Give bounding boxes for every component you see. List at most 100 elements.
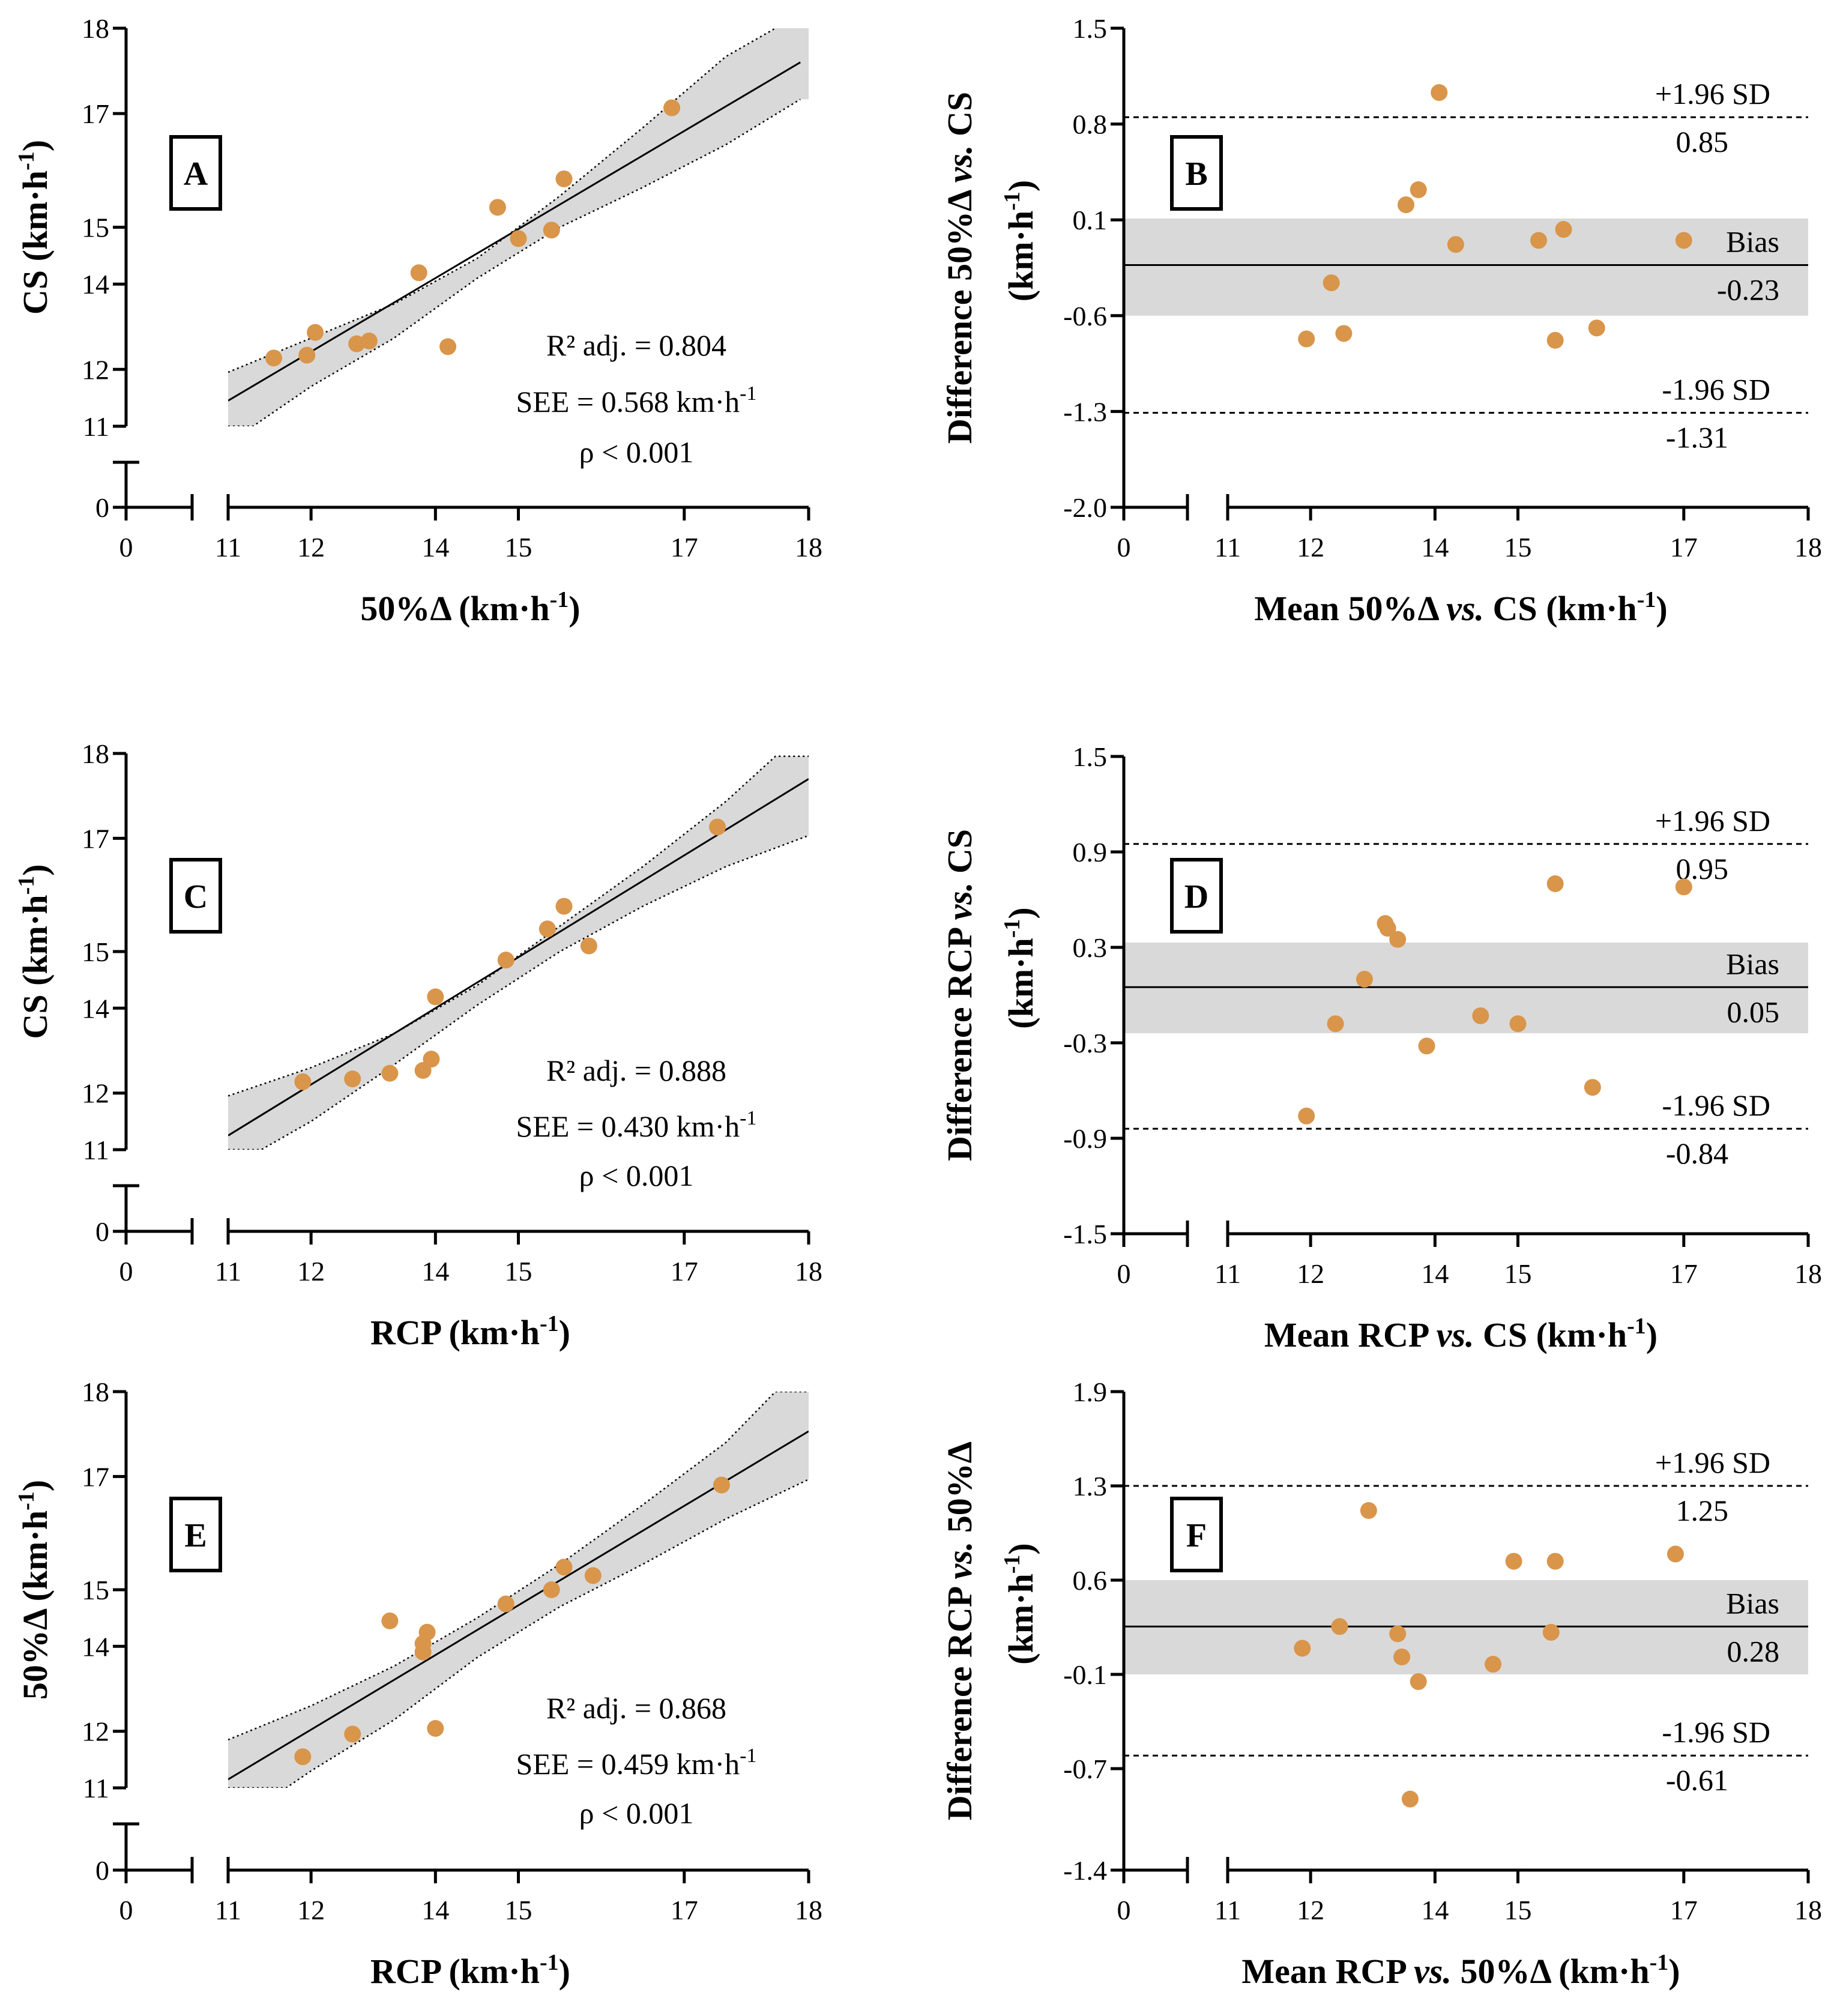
data-point <box>555 1559 573 1576</box>
data-point <box>307 324 324 341</box>
panel-letter-box <box>169 1497 222 1572</box>
panel-f: +1.96 SD 1.25 Bias 0.28 -1.96 SD -0.61 0 11 12 14… <box>940 1377 1822 1991</box>
x-tick-label: 11 <box>1214 1895 1241 1925</box>
data-point <box>497 952 514 969</box>
x-tick-label: 17 <box>1670 1895 1698 1925</box>
y-axis-label-sup: -1 <box>1000 1555 1025 1574</box>
bias-value: 0.05 <box>1727 995 1780 1028</box>
confidence-band <box>228 1392 809 1788</box>
panel-letter-box <box>1170 1497 1223 1572</box>
y-axis-label-line2: (km·h-1) <box>1000 1543 1040 1664</box>
x-tick-label: 15 <box>505 1256 532 1287</box>
data-point <box>1294 1640 1311 1657</box>
y-tick-label: 12 <box>82 354 109 385</box>
data-point <box>1431 84 1448 101</box>
y-axis-label-close: ) <box>16 864 55 875</box>
x-tick-label: 0 <box>119 532 133 563</box>
x-tick-label: 0 <box>1117 1895 1131 1925</box>
y-tick-label: 15 <box>82 1575 109 1605</box>
y-axis-label: Difference RCP vs. CS <box>940 829 979 1161</box>
data-point <box>543 1581 560 1598</box>
panel-letter: D <box>1184 878 1208 916</box>
lower-loa-value: -0.61 <box>1666 1763 1728 1797</box>
x-tick-label: 14 <box>421 1256 449 1287</box>
data-point <box>580 937 597 955</box>
x-axis-label: RCP (km·h-1) <box>370 1950 570 1991</box>
x-axis-label-close: ) <box>1668 1952 1680 1991</box>
y-axis-label-close: ) <box>16 1480 55 1491</box>
data-point <box>1331 1618 1348 1635</box>
x-tick-label: 17 <box>671 532 698 563</box>
y-axis-label-sup: -1 <box>1000 192 1025 211</box>
x-tick-label: 12 <box>1297 1258 1324 1289</box>
data-point <box>410 264 427 282</box>
y-axis-label-text: (km·h <box>1001 1574 1040 1665</box>
y-axis-label-text: (km·h <box>1001 938 1040 1029</box>
x-tick-label: 12 <box>297 1256 325 1287</box>
data-point <box>1447 236 1464 253</box>
y-tick-label: -0.3 <box>1063 1028 1107 1058</box>
y-tick-label: 14 <box>82 993 109 1024</box>
upper-loa-value: 1.25 <box>1676 1494 1729 1527</box>
y-tick-label: 0 <box>95 492 109 523</box>
y-tick-label: 12 <box>82 1078 109 1109</box>
data-point <box>1389 1625 1407 1643</box>
x-axis-label-close: ) <box>559 1313 570 1352</box>
y-axis-label-line2: (km·h-1) <box>1000 180 1040 301</box>
x-axis-label-close: ) <box>1656 589 1667 628</box>
ci-lower-line <box>228 98 801 426</box>
x-axis-label-italic: vs. <box>1414 1952 1452 1991</box>
see-annotation: SEE = 0.459 km·h-1 <box>516 1745 757 1781</box>
x-tick-label: 0 <box>119 1256 133 1287</box>
y-axis-label-sup: -1 <box>1000 919 1025 938</box>
data-point <box>1472 1007 1489 1024</box>
data-point <box>381 1064 399 1082</box>
y-tick-label: 0.8 <box>1073 109 1108 140</box>
data-point <box>510 230 527 247</box>
data-point <box>1410 1673 1427 1691</box>
x-tick-label: 17 <box>1670 532 1698 563</box>
x-axis-label-text: RCP (km·h <box>370 1952 540 1991</box>
data-point <box>1356 971 1373 988</box>
bias-label: Bias <box>1726 1586 1779 1620</box>
x-axis-label-sup: -1 <box>1637 587 1656 612</box>
x-axis-label-text: Mean RCP <box>1264 1315 1437 1354</box>
bias-band <box>1124 218 1808 316</box>
upper-loa-label: +1.96 SD <box>1655 1446 1770 1479</box>
data-point <box>1542 1623 1560 1641</box>
x-axis-label-text: 50%Δ (km·h <box>1452 1952 1650 1991</box>
y-tick-label: 1.5 <box>1073 741 1108 772</box>
x-axis-label-text: CS (km·h <box>1484 589 1637 628</box>
y-axis-label-italic: vs. <box>940 145 979 183</box>
confidence-band <box>228 28 809 426</box>
y-axis-label-sup: -1 <box>14 876 39 895</box>
panel-letter-box <box>169 135 222 211</box>
panel-letter: F <box>1186 1517 1207 1554</box>
y-tick-label: -0.6 <box>1063 301 1107 331</box>
data-point <box>497 1595 514 1613</box>
x-tick-label: 14 <box>1421 532 1449 563</box>
data-point <box>294 1748 312 1766</box>
x-axis-label-italic: vs. <box>1446 589 1484 628</box>
y-axis-label-italic: vs. <box>940 883 979 920</box>
y-axis-label-text: (km·h <box>1001 211 1040 302</box>
y-axis-label-text: 50%Δ <box>940 1441 979 1542</box>
y-tick-label: 0.1 <box>1073 205 1108 235</box>
upper-loa-label: +1.96 SD <box>1655 77 1770 110</box>
x-tick-label: 14 <box>421 1895 449 1925</box>
x-tick-label: 11 <box>1214 532 1241 563</box>
y-axis-label: CS (km·h-1) <box>14 864 55 1039</box>
x-axis-label-sup: -1 <box>550 587 569 612</box>
bias-value: -0.23 <box>1717 273 1779 306</box>
data-point <box>1546 1553 1564 1570</box>
x-tick-label: 18 <box>1794 1258 1822 1289</box>
y-axis-label: 50%Δ (km·h-1) <box>14 1480 55 1700</box>
y-axis-label-close: ) <box>1001 907 1040 919</box>
x-tick-label: 18 <box>1794 532 1822 563</box>
y-tick-label: -1.3 <box>1063 396 1107 427</box>
